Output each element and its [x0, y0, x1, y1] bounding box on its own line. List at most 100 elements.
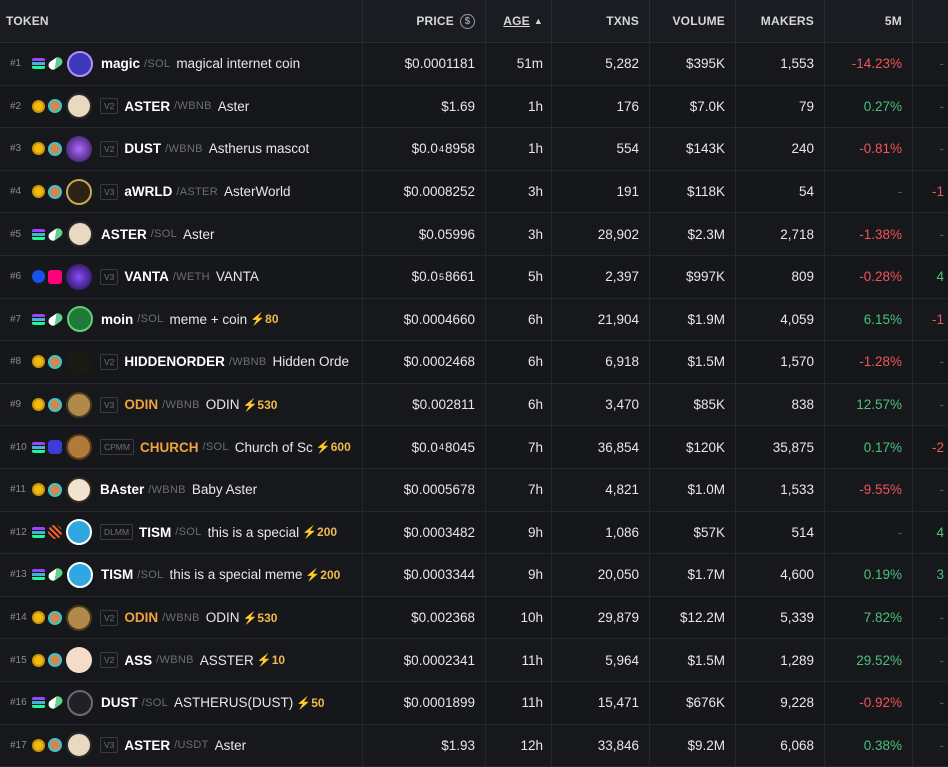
token-name: Aster [183, 227, 215, 242]
price-digits: 8045 [445, 440, 475, 455]
token-symbol: ODIN [124, 610, 158, 625]
col-txns[interactable]: TXNS [552, 0, 650, 42]
pool-version-badge: V3 [100, 397, 118, 413]
quote-token: /SOL [151, 228, 177, 240]
boost-badge: ⚡10 [257, 653, 285, 667]
txns-cell: 36,854 [552, 426, 650, 468]
token-cell[interactable]: #17 V3 ASTER /USDT Aster [0, 725, 363, 767]
table-row[interactable]: #17 V3 ASTER /USDT Aster $1.93 12h 33,84… [0, 725, 948, 767]
table-row[interactable]: #7 moin /SOL meme + coin ⚡80 $0.0004660 … [0, 299, 948, 342]
volume-cell: $9.2M [650, 725, 736, 767]
quote-token: /WBNB [148, 484, 186, 496]
table-row[interactable]: #2 V2 ASTER /WBNB Aster $1.69 1h 176 $7.… [0, 86, 948, 129]
table-row[interactable]: #5 ASTER /SOL Aster $0.05996 3h 28,902 $… [0, 213, 948, 256]
age-cell: 6h [486, 341, 552, 383]
makers-cell: 54 [736, 171, 825, 213]
token-symbol: VANTA [124, 269, 169, 284]
pancakeswap-icon [48, 398, 62, 412]
price-prefix: $0.0 [412, 141, 438, 156]
price-cell: $0.002368 [363, 597, 486, 639]
volume-cell: $85K [650, 384, 736, 426]
txns-cell: 29,879 [552, 597, 650, 639]
table-row[interactable]: #15 V2 ASS /WBNB ASSTER ⚡10 $0.0002341 1… [0, 639, 948, 682]
change-1h-cell: - [913, 128, 948, 170]
col-makers[interactable]: MAKERS [736, 0, 825, 42]
change-1h-cell: 4 [913, 256, 948, 298]
pool-version-badge: V2 [100, 610, 118, 626]
age-cell: 51m [486, 43, 552, 85]
token-cell[interactable]: #7 moin /SOL meme + coin ⚡80 [0, 299, 363, 341]
dollar-circle-icon[interactable]: $ [460, 14, 475, 29]
col-5m[interactable]: 5M [825, 0, 913, 42]
token-name: Baby Aster [192, 482, 257, 497]
table-row[interactable]: #11 BAster /WBNB Baby Aster $0.0005678 7… [0, 469, 948, 512]
token-cell[interactable]: #1 magic /SOL magical internet coin [0, 43, 363, 85]
table-row[interactable]: #10 CPMM CHURCH /SOL Church of Sc ⚡600 $… [0, 426, 948, 469]
token-avatar [66, 605, 92, 631]
table-row[interactable]: #12 DLMM TISM /SOL this is a special ⚡20… [0, 512, 948, 555]
token-cell[interactable]: #15 V2 ASS /WBNB ASSTER ⚡10 [0, 639, 363, 681]
token-cell[interactable]: #11 BAster /WBNB Baby Aster [0, 469, 363, 511]
token-cell[interactable]: #12 DLMM TISM /SOL this is a special ⚡20… [0, 512, 363, 554]
token-cell[interactable]: #13 TISM /SOL this is a special meme ⚡20… [0, 554, 363, 596]
txns-cell: 554 [552, 128, 650, 170]
table-row[interactable]: #14 V2 ODIN /WBNB ODIN ⚡530 $0.002368 10… [0, 597, 948, 640]
rank: #13 [10, 569, 32, 580]
boost-badge: ⚡530 [242, 611, 277, 625]
quote-token: /WBNB [162, 399, 200, 411]
token-cell[interactable]: #3 V2 DUST /WBNB Astherus mascot [0, 128, 363, 170]
token-symbol: ASS [124, 653, 152, 668]
change-1h-cell: - [913, 43, 948, 85]
price-cell: $0.0008252 [363, 171, 486, 213]
token-cell[interactable]: #2 V2 ASTER /WBNB Aster [0, 86, 363, 128]
token-cell[interactable]: #6 V3 VANTA /WETH VANTA [0, 256, 363, 298]
age-cell: 10h [486, 597, 552, 639]
table-row[interactable]: #4 V3 aWRLD /ASTER AsterWorld $0.0008252… [0, 171, 948, 214]
quote-token: /SOL [137, 569, 163, 581]
price-digits: 8661 [445, 269, 475, 284]
col-volume[interactable]: VOLUME [650, 0, 736, 42]
price-value: $0.0002341 [404, 653, 475, 668]
token-cell[interactable]: #4 V3 aWRLD /ASTER AsterWorld [0, 171, 363, 213]
quote-token: /WBNB [229, 356, 267, 368]
token-cell[interactable]: #10 CPMM CHURCH /SOL Church of Sc ⚡600 [0, 426, 363, 468]
makers-cell: 9,228 [736, 682, 825, 724]
table-row[interactable]: #13 TISM /SOL this is a special meme ⚡20… [0, 554, 948, 597]
token-cell[interactable]: #5 ASTER /SOL Aster [0, 213, 363, 255]
token-cell[interactable]: #16 DUST /SOL ASTHERUS(DUST) ⚡50 [0, 682, 363, 724]
token-avatar [66, 392, 92, 418]
price-value: $0.0002468 [404, 354, 475, 369]
quote-token: /WBNB [162, 612, 200, 624]
change-1h-cell: - [913, 469, 948, 511]
token-symbol: moin [101, 312, 133, 327]
change-5m-cell: -0.81% [825, 128, 913, 170]
change-5m-cell: 6.15% [825, 299, 913, 341]
token-cell[interactable]: #9 V3 ODIN /WBNB ODIN ⚡530 [0, 384, 363, 426]
token-name: Aster [215, 738, 247, 753]
table-row[interactable]: #9 V3 ODIN /WBNB ODIN ⚡530 $0.002811 6h … [0, 384, 948, 427]
change-1h-cell: -1 [913, 171, 948, 213]
token-cell[interactable]: #14 V2 ODIN /WBNB ODIN ⚡530 [0, 597, 363, 639]
change-5m-cell: -1.38% [825, 213, 913, 255]
col-next[interactable] [913, 0, 948, 42]
token-cell[interactable]: #8 V2 HIDDENORDER /WBNB Hidden Orde [0, 341, 363, 383]
bnb-chain-icon [32, 483, 45, 496]
col-token[interactable]: TOKEN [0, 0, 363, 42]
pool-version-badge: V3 [100, 269, 118, 285]
table-row[interactable]: #8 V2 HIDDENORDER /WBNB Hidden Orde $0.0… [0, 341, 948, 384]
volume-cell: $118K [650, 171, 736, 213]
solana-icon [32, 58, 45, 69]
makers-cell: 6,068 [736, 725, 825, 767]
table-row[interactable]: #1 magic /SOL magical internet coin $0.0… [0, 43, 948, 86]
col-age[interactable]: AGE▲ [486, 0, 552, 42]
token-name: this is a special meme [170, 567, 303, 582]
makers-cell: 5,339 [736, 597, 825, 639]
col-price[interactable]: PRICE$ [363, 0, 486, 42]
age-cell: 5h [486, 256, 552, 298]
token-name: Church of Sc [235, 440, 313, 455]
txns-cell: 5,964 [552, 639, 650, 681]
table-row[interactable]: #16 DUST /SOL ASTHERUS(DUST) ⚡50 $0.0001… [0, 682, 948, 725]
